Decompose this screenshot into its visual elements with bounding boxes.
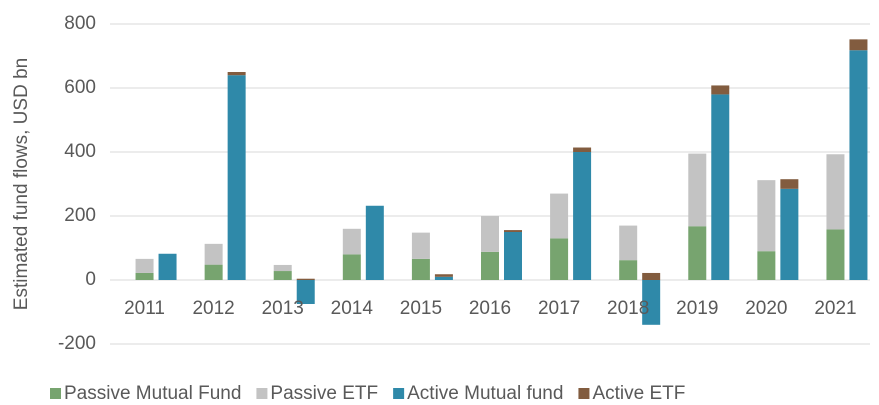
x-tick-label: 2017 [538,298,580,319]
bar [365,205,384,280]
bar [342,254,361,280]
bar [780,188,799,280]
bar [688,226,707,280]
bar [573,147,592,152]
bar [481,216,499,252]
bar [158,253,177,280]
x-tick-label: 2018 [607,298,649,319]
x-tick-label: 2015 [400,298,442,319]
bar [135,258,154,273]
x-tick-label: 2019 [676,298,718,319]
y-tick-label: 400 [64,141,96,162]
bar [434,274,453,277]
x-tick-label: 2013 [262,298,304,319]
bar [504,232,522,280]
y-tick-label: -200 [58,333,96,354]
bar [504,230,522,232]
bar [434,276,453,280]
bar [757,180,776,252]
bar [849,50,868,280]
bar [481,251,499,280]
x-tick-label: 2021 [814,298,856,319]
bar [711,94,730,281]
legend-swatch [50,388,61,399]
bar [619,225,638,261]
bar [204,243,223,265]
bar [273,271,292,280]
bar [342,228,361,255]
bar [550,238,569,280]
bar [642,272,661,280]
legend-swatch [256,388,268,399]
bar [619,260,638,280]
bar [135,272,154,280]
x-tick-label: 2011 [124,298,165,319]
bar [849,39,868,51]
bar [411,232,430,259]
bar [204,264,223,280]
bar [757,251,776,280]
legend-label: Passive Mutual Fund [64,383,241,404]
bar [411,258,430,280]
bar [227,72,246,76]
bar [711,85,730,95]
x-tick-label: 2014 [331,298,374,319]
bar [296,278,315,280]
bar [826,154,845,230]
bar [780,179,799,189]
bar [296,280,315,304]
y-tick-label: 600 [64,77,96,98]
legend-swatch [393,388,405,399]
x-tick-label: 2020 [745,298,787,319]
y-tick-label: 800 [64,13,96,34]
bar [273,264,292,272]
y-tick-label: 0 [85,269,96,290]
x-tick-label: 2012 [192,298,234,319]
y-axis-label: Estimated fund flows, USD bn [11,58,32,310]
x-tick-label: 2016 [469,298,511,319]
bar [550,193,569,239]
bar [688,153,707,227]
y-tick-label: 200 [64,205,96,226]
bar [826,229,845,280]
legend-swatch [578,388,590,399]
legend-label: Passive ETF [270,383,378,404]
bar [642,280,661,325]
legend-label: Active Mutual fund [407,383,563,404]
legend-label: Active ETF [592,383,685,404]
bar [573,152,592,280]
bar [227,75,246,280]
